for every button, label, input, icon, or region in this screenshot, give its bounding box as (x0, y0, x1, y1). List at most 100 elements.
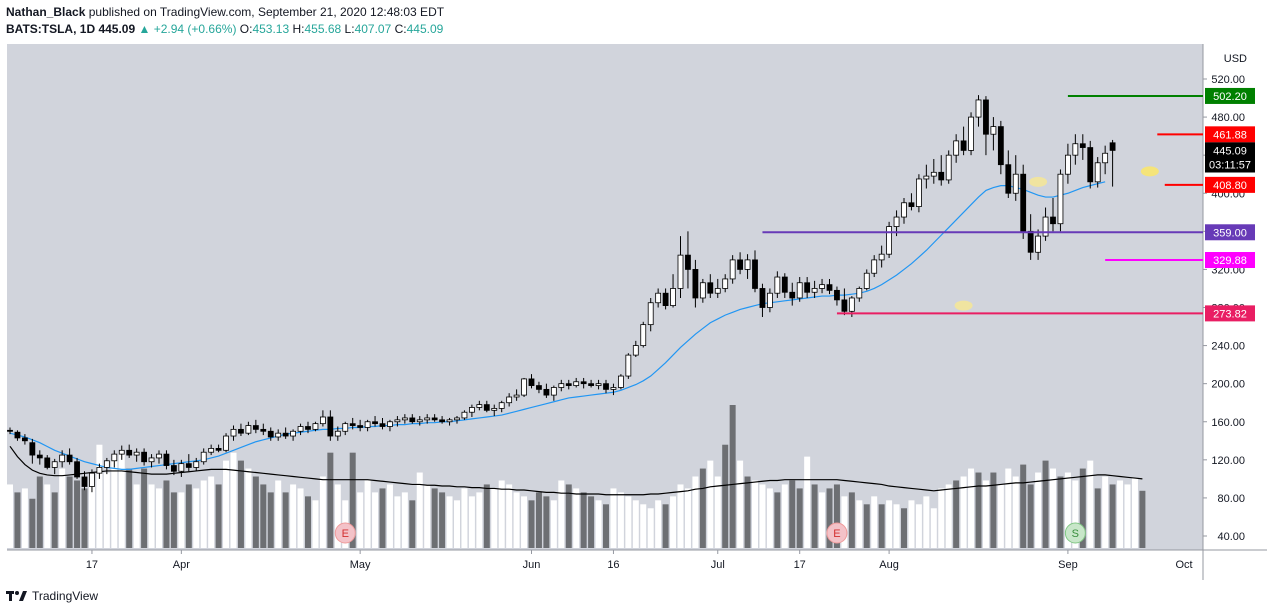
time-axis[interactable] (7, 550, 1203, 580)
close-label: C: (394, 22, 407, 36)
volume-bar (409, 500, 416, 548)
candle-body (796, 282, 803, 299)
volume-bar (915, 504, 922, 548)
candle-body (826, 284, 833, 291)
volume-bar (36, 476, 43, 548)
candle-body (215, 448, 222, 451)
volume-bar (59, 468, 66, 548)
volume-bar (744, 476, 751, 548)
volume-bar (707, 460, 714, 548)
candle-body (744, 259, 751, 270)
footer-brand[interactable]: TradingView (32, 589, 99, 603)
volume-bar (267, 492, 274, 548)
candle-body (81, 476, 88, 487)
volume-bar (431, 488, 438, 548)
volume-bar (208, 476, 215, 548)
candle-body (1102, 152, 1109, 164)
candle-body (170, 465, 177, 472)
volume-bar (312, 500, 319, 548)
volume-bar (1131, 478, 1138, 548)
candle-body (767, 292, 773, 308)
volume-bar (558, 480, 565, 548)
candle-body (595, 383, 602, 386)
volume-bar (178, 492, 185, 548)
x-tick-label: Oct (1175, 559, 1192, 571)
volume-bar (535, 492, 542, 548)
y-tick-label: 240.00 (1211, 341, 1245, 353)
highlight-mark (1140, 166, 1159, 177)
candle-body (953, 140, 960, 156)
candle-body (290, 430, 297, 437)
volume-bar (617, 492, 624, 548)
candle-body (148, 457, 155, 463)
candle-body (565, 383, 572, 386)
high-value: 455.68 (304, 22, 342, 36)
candle-body (655, 292, 662, 304)
candle-body (21, 437, 28, 442)
volume-bar (297, 488, 304, 548)
candle-body (491, 408, 498, 411)
volume-bar (81, 488, 88, 548)
volume-bar (677, 484, 684, 548)
candle-body (305, 426, 311, 430)
volume-bar (1012, 476, 1019, 548)
candle-body (394, 419, 401, 423)
candle-body (699, 282, 706, 299)
volume-bar (953, 480, 960, 548)
candle-body (625, 354, 632, 377)
volume-bar (848, 492, 855, 548)
volume-bar (163, 480, 170, 548)
y-tick-label: 160.00 (1211, 417, 1245, 429)
candle-body (446, 419, 453, 423)
volume-bar (491, 488, 498, 548)
candle-body (781, 276, 788, 293)
volume-bar (811, 484, 818, 548)
volume-bar (66, 476, 73, 548)
volume-bar (968, 468, 975, 548)
volume-bar (461, 488, 468, 548)
volume-ma-path (9, 445, 1143, 496)
volume-bar (863, 504, 870, 548)
candle-body (990, 126, 997, 135)
volume-bar (588, 496, 595, 548)
candle-body (1094, 162, 1101, 183)
time-ticks: 17 Apr May Jun 16 Jul 17 Aug Sep Oct (86, 550, 1193, 571)
volume-bar (379, 488, 386, 548)
price-tag-label: 329.88 (1213, 255, 1247, 267)
candle-body (692, 269, 699, 299)
open-label: O: (239, 22, 253, 36)
candle-body (878, 253, 885, 261)
volume-bar (856, 500, 863, 548)
author-name[interactable]: Nathan_Black (6, 5, 86, 19)
horizontal-levels[interactable] (762, 94, 1203, 315)
candle-body (975, 99, 982, 118)
x-tick-label: Aug (879, 559, 899, 571)
volume-bar (1035, 472, 1042, 548)
candle-body (252, 425, 259, 430)
volume-bar (573, 488, 580, 548)
volume-bar (878, 504, 885, 548)
candle-body (1079, 143, 1086, 148)
volume-bar (908, 500, 915, 548)
candle-body (848, 297, 855, 312)
volume-bar (424, 484, 431, 548)
volume-bar (282, 492, 289, 548)
candle-body (506, 396, 513, 404)
candle-body (74, 461, 80, 478)
x-tick-label: Sep (1058, 559, 1078, 571)
candle-body (923, 175, 930, 180)
publish-line: Nathan_Black published on TradingView.co… (6, 5, 444, 19)
moving-average-line (9, 181, 1106, 470)
candle-body (834, 289, 840, 301)
volume-bar (193, 488, 200, 548)
volume-bar (88, 480, 95, 548)
candle-body (200, 451, 207, 463)
candle-body (536, 385, 542, 390)
candle-body (930, 171, 937, 177)
x-tick-label: May (350, 559, 371, 571)
price-tag-bg (1205, 305, 1255, 322)
volume-bar (1064, 472, 1071, 548)
volume-bar (170, 492, 177, 548)
volume-bar (96, 444, 103, 548)
